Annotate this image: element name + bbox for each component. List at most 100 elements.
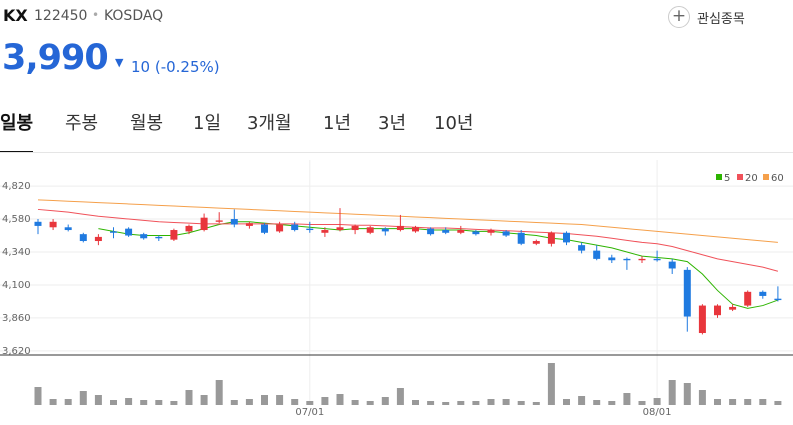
add-icon[interactable]: +	[668, 6, 690, 28]
volume-bar	[608, 401, 616, 405]
ma-line	[37, 208, 779, 272]
legend-swatch	[763, 174, 769, 180]
y-tick-label: 4,580	[2, 214, 31, 225]
candle-body	[729, 306, 737, 310]
tab[interactable]: 1일	[193, 113, 222, 134]
volume-bar	[261, 395, 268, 405]
volume-bar	[487, 399, 495, 405]
legend-swatch	[737, 174, 743, 180]
candle-body	[578, 245, 586, 251]
candle-body	[623, 258, 631, 261]
volume-bar	[774, 401, 782, 405]
ma-line	[98, 221, 779, 309]
candle-body	[200, 217, 208, 231]
candle-body	[517, 232, 525, 244]
candle-body	[668, 261, 676, 269]
x-tick-label: 07/01	[295, 407, 324, 418]
candle-body	[140, 234, 148, 239]
volume-bar	[729, 399, 737, 405]
volume-bar	[34, 387, 42, 405]
price: 3,990	[2, 38, 109, 78]
candle-body	[396, 225, 404, 231]
volume-bar	[170, 401, 178, 405]
candle-body	[110, 231, 117, 233]
volume-bar	[366, 401, 374, 405]
volume-bar	[638, 401, 646, 405]
candle-body	[714, 305, 721, 316]
volume-bar	[79, 391, 87, 405]
volume-bar	[306, 401, 314, 405]
candle-body	[759, 291, 767, 296]
candle-body	[230, 219, 238, 225]
tab[interactable]: 3개월	[247, 113, 292, 134]
legend-label: 5	[724, 173, 730, 184]
volume-bar	[442, 402, 450, 405]
stock-code: 122450	[34, 8, 88, 24]
candle-body	[698, 305, 706, 334]
legend-label: 60	[771, 173, 784, 184]
change-arrow: ▼	[115, 56, 124, 69]
volume-bar	[110, 400, 117, 405]
candle-body	[185, 225, 193, 232]
volume-bar	[472, 401, 480, 405]
candle-body	[653, 258, 661, 261]
volume-bar	[623, 393, 631, 405]
volume-bar	[64, 399, 72, 405]
volume-bar	[698, 390, 706, 405]
candle-body	[381, 228, 389, 232]
candle-body	[34, 221, 42, 226]
watchlist-button[interactable]: 관심종목	[697, 12, 745, 27]
volume-bar	[336, 394, 344, 405]
x-tick-label: 08/01	[643, 407, 672, 418]
volume-bar	[185, 390, 193, 405]
volume-bar	[653, 398, 661, 405]
tab[interactable]: 3년	[378, 113, 407, 134]
market: KOSDAQ	[104, 8, 164, 24]
candle-body	[442, 230, 450, 233]
volume-bar	[215, 380, 223, 405]
candle-body	[261, 224, 268, 233]
volume-bar	[140, 400, 148, 405]
candle-body	[49, 221, 57, 228]
change: 10 (-0.25%)	[131, 58, 220, 76]
y-tick-label: 3,620	[2, 346, 31, 357]
legend-swatch	[716, 174, 722, 180]
tab[interactable]: 주봉	[65, 113, 99, 134]
candle-body	[321, 230, 329, 233]
volume-bar	[412, 400, 419, 405]
candle-body	[125, 228, 133, 236]
candle-body	[155, 236, 163, 239]
tab[interactable]: 1년	[323, 113, 352, 134]
y-tick-label: 4,340	[2, 247, 31, 258]
volume-bar	[230, 400, 238, 405]
candle-body	[593, 250, 601, 259]
volume-bar	[668, 380, 676, 405]
candle-body	[366, 227, 374, 233]
volume-bar	[125, 398, 133, 405]
volume-bar	[714, 399, 721, 405]
separator: •	[92, 8, 100, 22]
volume-bar	[291, 399, 299, 405]
y-tick-label: 4,100	[2, 280, 31, 291]
legend-label: 20	[745, 173, 758, 184]
volume-bar	[744, 399, 752, 405]
volume-bar	[381, 397, 389, 405]
volume-bar	[517, 401, 525, 405]
candle-body	[79, 234, 87, 242]
volume-bar	[683, 383, 691, 405]
candle-body	[427, 228, 435, 235]
volume-bar	[351, 400, 359, 405]
volume-bar	[532, 402, 540, 405]
candle-body	[472, 231, 480, 235]
tab[interactable]: 월봉	[130, 113, 164, 134]
y-tick-label: 3,860	[2, 313, 31, 324]
volume-bar	[276, 395, 284, 405]
candle-body	[351, 225, 359, 231]
volume-bar	[759, 399, 767, 405]
volume-bar	[321, 397, 329, 405]
volume-bar	[155, 400, 163, 405]
volume-bar	[593, 400, 601, 405]
tab[interactable]: 10년	[434, 113, 474, 134]
